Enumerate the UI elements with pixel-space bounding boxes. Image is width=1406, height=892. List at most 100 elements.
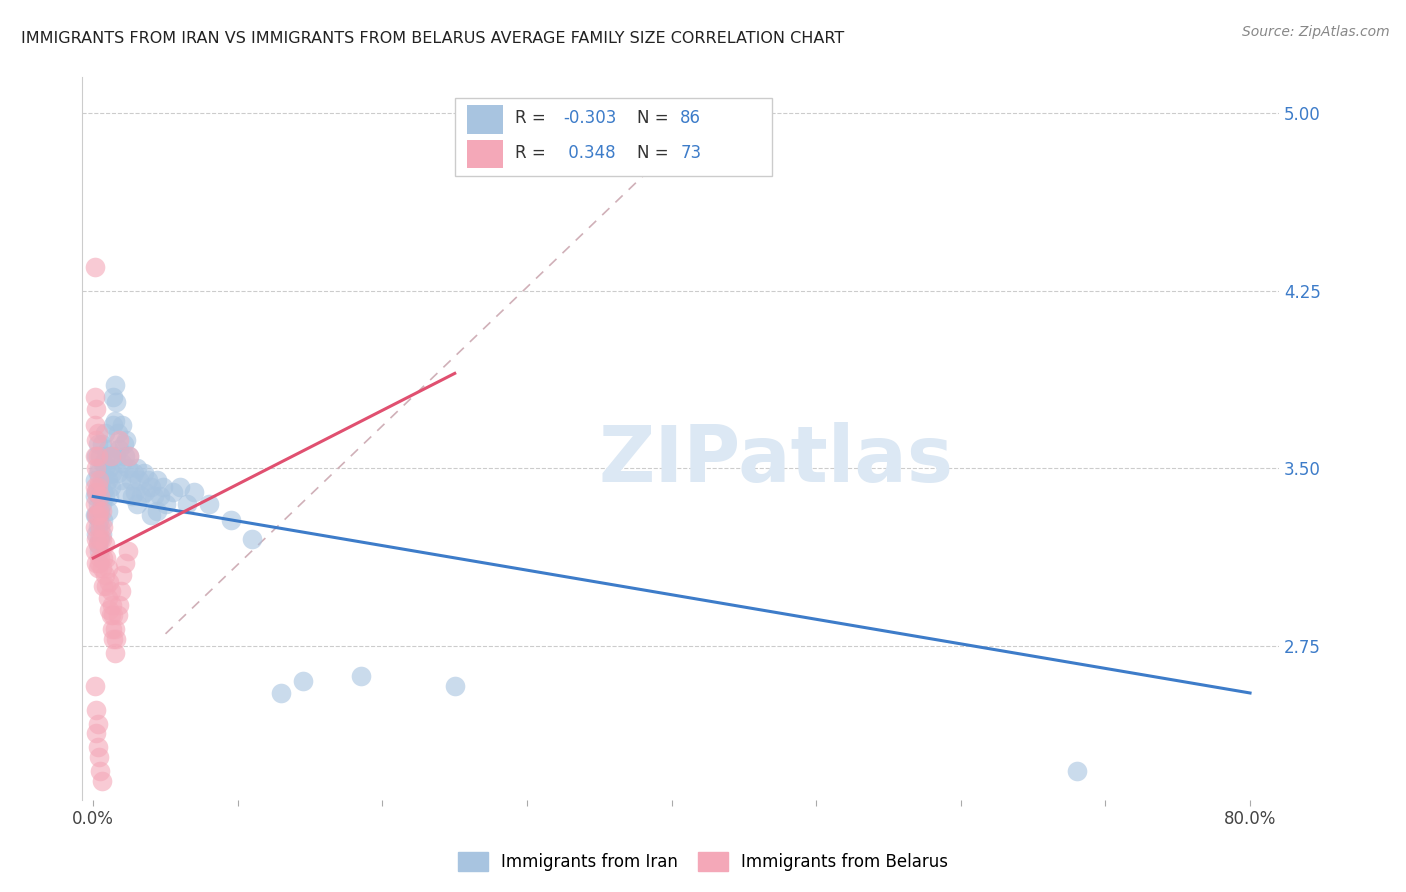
Text: 73: 73 [681, 144, 702, 161]
Point [83, 260, 105, 274]
Point [96, 579, 118, 593]
Point [89, 551, 111, 566]
Point [90, 532, 112, 546]
Point [149, 490, 172, 504]
Point [176, 497, 198, 511]
Point [136, 473, 159, 487]
Point [198, 497, 221, 511]
Point [114, 449, 136, 463]
Point [104, 646, 127, 660]
Point [90, 527, 112, 541]
Point [111, 418, 134, 433]
Point [90, 437, 112, 451]
Point [87, 556, 110, 570]
Point [87, 532, 110, 546]
Point [146, 473, 169, 487]
Point [86, 480, 108, 494]
Point [86, 449, 108, 463]
Point [84, 401, 107, 416]
Point [89, 532, 111, 546]
Point [90, 560, 112, 574]
Point [91, 579, 114, 593]
Point [103, 390, 125, 404]
Text: 86: 86 [681, 109, 702, 127]
Point [83, 520, 105, 534]
Point [84, 726, 107, 740]
Point [89, 490, 111, 504]
Point [117, 544, 139, 558]
Point [110, 584, 132, 599]
Point [86, 716, 108, 731]
Point [112, 437, 135, 451]
Point [97, 504, 120, 518]
Point [142, 490, 165, 504]
Point [101, 466, 124, 480]
Text: R =: R = [515, 144, 551, 161]
Point [97, 560, 120, 574]
Text: ZIPatlas: ZIPatlas [599, 422, 953, 498]
Point [86, 508, 108, 523]
Point [100, 607, 122, 622]
Point [86, 537, 108, 551]
Point [83, 544, 105, 558]
Point [114, 556, 136, 570]
Point [84, 484, 107, 499]
Point [124, 484, 146, 499]
Point [120, 473, 142, 487]
Point [108, 442, 131, 457]
Point [90, 497, 112, 511]
Point [84, 532, 107, 546]
Point [83, 679, 105, 693]
Text: R =: R = [515, 109, 551, 127]
Point [87, 490, 110, 504]
Point [83, 508, 105, 523]
Point [83, 390, 105, 404]
Point [97, 473, 120, 487]
Point [84, 702, 107, 716]
Point [91, 484, 114, 499]
Point [103, 418, 125, 433]
Point [86, 497, 108, 511]
Text: -0.303: -0.303 [562, 109, 616, 127]
Point [90, 773, 112, 788]
Legend: Immigrants from Iran, Immigrants from Belarus: Immigrants from Iran, Immigrants from Be… [450, 843, 956, 880]
Point [128, 473, 150, 487]
Point [350, 669, 373, 683]
Text: N =: N = [637, 144, 673, 161]
Point [94, 425, 117, 440]
Point [122, 466, 145, 480]
Point [118, 449, 141, 463]
FancyBboxPatch shape [456, 97, 772, 176]
Point [107, 466, 129, 480]
Point [84, 508, 107, 523]
Point [101, 622, 124, 636]
Point [83, 449, 105, 463]
Point [87, 461, 110, 475]
Point [155, 497, 177, 511]
Point [125, 497, 148, 511]
Point [97, 442, 120, 457]
Point [98, 490, 121, 504]
Point [87, 544, 110, 558]
Point [108, 599, 131, 613]
Point [105, 449, 128, 463]
Point [90, 473, 112, 487]
Point [100, 449, 122, 463]
Point [101, 599, 124, 613]
Point [104, 378, 127, 392]
Point [84, 433, 107, 447]
Point [83, 490, 105, 504]
Point [89, 504, 111, 518]
Point [89, 520, 111, 534]
Point [219, 513, 242, 527]
Point [84, 527, 107, 541]
Point [94, 567, 117, 582]
Point [111, 567, 134, 582]
Point [291, 674, 314, 689]
Point [169, 480, 191, 494]
Point [100, 449, 122, 463]
Point [139, 508, 162, 523]
Point [86, 560, 108, 574]
Point [105, 632, 128, 646]
Text: N =: N = [637, 109, 673, 127]
